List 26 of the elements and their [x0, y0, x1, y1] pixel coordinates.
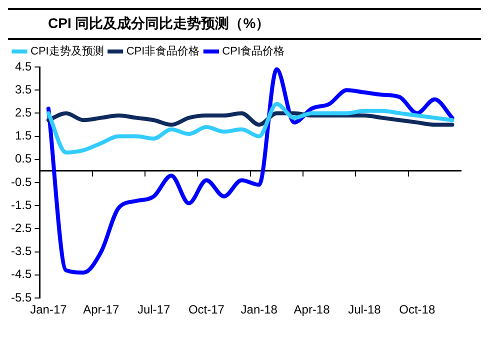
x-tick-label: Apr-18	[294, 302, 330, 316]
y-tick-label: 2.5	[14, 106, 32, 120]
line-series	[46, 67, 454, 275]
legend-label: CPI食品价格	[222, 46, 285, 58]
x-tick-label: Oct-17	[188, 302, 225, 316]
line-series	[46, 102, 454, 154]
x-tick-label: Jan-18	[240, 302, 278, 316]
y-tick-label: 1.5	[14, 128, 32, 143]
y-tick-label: -3.5	[10, 244, 32, 258]
y-tick-label: 0.5	[14, 152, 32, 166]
y-tick-label: 4.5	[14, 59, 32, 74]
x-tick-label: Apr-17	[83, 302, 120, 316]
x-tick-label: Jul-18	[348, 302, 382, 316]
chart-title: CPI 同比及成分同比走势预测（%）	[8, 8, 481, 40]
y-tick-label: -5.5	[10, 290, 32, 304]
y-tick-label: -2.5	[10, 221, 32, 236]
y-tick-label: -1.5	[10, 198, 32, 212]
line-series	[46, 111, 454, 127]
legend-label: CPI非食品价格	[126, 44, 200, 58]
legend-label: CPI走势及预测	[30, 44, 104, 58]
y-tick-label: -0.5	[10, 174, 32, 189]
y-tick-label: -4.5	[10, 267, 32, 282]
x-tick-label: Jan-17	[30, 302, 68, 316]
x-tick-label: Jul-17	[137, 302, 170, 316]
x-tick-label: Oct-18	[399, 302, 436, 316]
y-tick-label: 3.5	[14, 82, 32, 96]
